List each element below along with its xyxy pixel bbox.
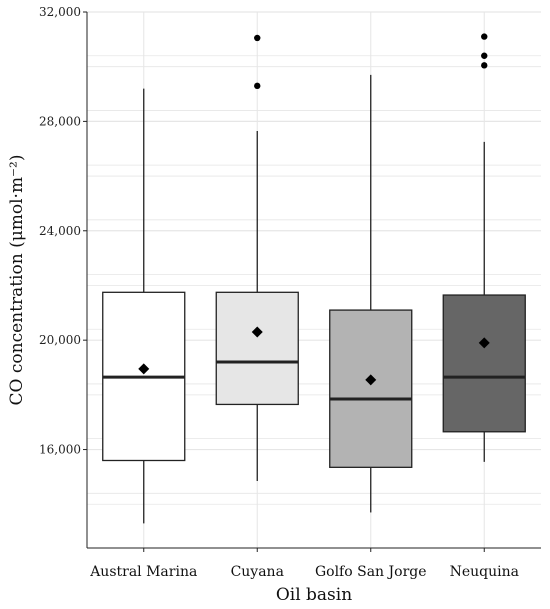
mean-marker xyxy=(478,337,490,349)
label-layer: 16,000 20,000 24,000 28,000 32,000 Austral Ma… xyxy=(39,5,519,580)
outlier-point xyxy=(254,82,261,90)
axis-layer xyxy=(83,11,541,552)
mean-marker xyxy=(365,374,377,386)
y-tick-label: 32,000 xyxy=(39,5,81,19)
box-group-neuquina xyxy=(442,33,526,462)
y-tick-label: 20,000 xyxy=(39,333,81,347)
mean-marker xyxy=(251,326,263,338)
mean-marker xyxy=(138,363,150,375)
box-group-cuyana xyxy=(215,34,299,481)
y-tick-label: 16,000 xyxy=(39,443,81,457)
x-tick-label: Golfo San Jorge xyxy=(315,564,427,580)
box-iqr xyxy=(329,309,413,468)
box-iqr xyxy=(215,291,299,406)
box-layer xyxy=(102,33,526,524)
y-tick-label: 24,000 xyxy=(39,224,81,238)
outlier-point xyxy=(481,52,488,59)
outlier-point xyxy=(254,34,261,42)
box-group-golfo-san-jorge xyxy=(329,74,413,513)
y-axis-title: CO concentration (μmol·m⁻²) xyxy=(7,155,27,406)
box-iqr xyxy=(442,294,526,433)
box-group-austral-marina xyxy=(102,88,186,524)
outlier-point xyxy=(481,33,488,40)
x-tick-label: Austral Marina xyxy=(89,564,197,580)
outlier-point xyxy=(481,62,488,69)
x-tick-label: Cuyana xyxy=(231,564,284,580)
x-tick-label: Neuquina xyxy=(450,564,519,580)
y-tick-label: 28,000 xyxy=(39,114,81,128)
grid-layer xyxy=(87,11,541,549)
x-axis-title: Oil basin xyxy=(276,585,352,605)
